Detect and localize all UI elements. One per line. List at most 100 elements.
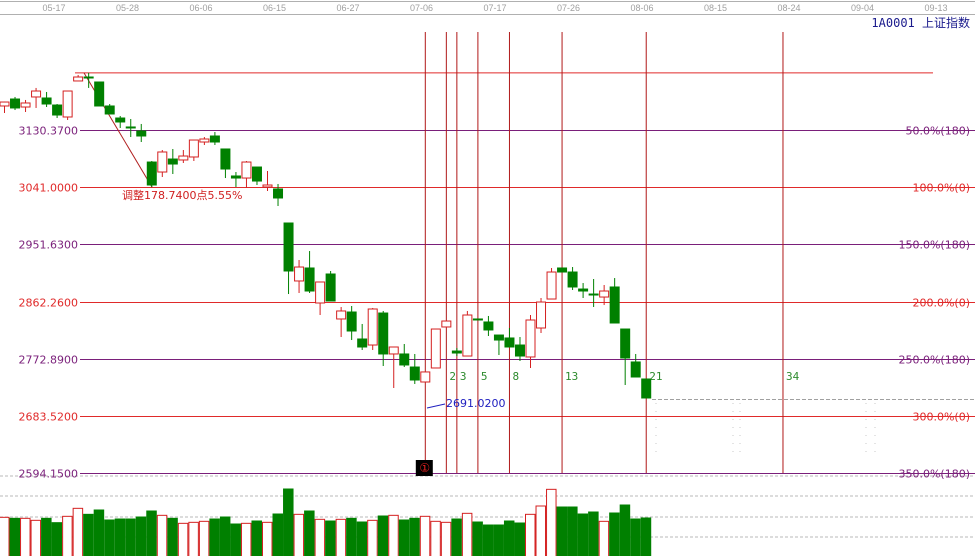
candle xyxy=(146,161,157,188)
candle xyxy=(188,139,199,162)
volume-bar xyxy=(409,517,420,556)
candle-body xyxy=(483,321,494,331)
candle-body xyxy=(514,344,525,357)
candle xyxy=(125,118,136,138)
time-zone-label: 5 xyxy=(481,370,488,383)
candle xyxy=(178,150,189,163)
x-tick-label: 06-06 xyxy=(189,3,212,13)
volume-bar xyxy=(9,517,21,556)
volume-bar xyxy=(198,520,210,556)
low-pointer-line xyxy=(426,403,446,409)
volume-bar xyxy=(125,518,136,556)
candle-body xyxy=(283,222,294,272)
x-tick-label: 06-27 xyxy=(336,3,359,13)
candle xyxy=(378,310,389,367)
fib-percent-label: 250.0%(180) xyxy=(898,354,970,367)
candle-body xyxy=(325,273,336,302)
candle-body xyxy=(241,161,252,179)
volume-bar xyxy=(388,514,399,556)
candle-body xyxy=(10,98,21,109)
candle xyxy=(472,318,483,321)
x-tick-label: 07-17 xyxy=(483,3,506,13)
volume-bar xyxy=(104,519,115,556)
volume-bar xyxy=(240,522,252,556)
volume-bar xyxy=(20,517,31,556)
volume-bar xyxy=(219,516,231,556)
volume-bar xyxy=(146,510,157,556)
candle-body xyxy=(157,151,168,173)
candle xyxy=(441,320,452,328)
candle-body xyxy=(294,266,305,282)
candle xyxy=(504,327,515,348)
candle xyxy=(567,267,578,290)
candle xyxy=(230,172,241,187)
candle xyxy=(31,87,42,108)
candle-body xyxy=(599,290,610,298)
candle-body xyxy=(136,130,147,137)
candle xyxy=(115,115,126,128)
candle-body xyxy=(31,90,42,98)
candle-body xyxy=(20,102,31,108)
volume-bar xyxy=(156,514,168,556)
volume-bar xyxy=(430,520,441,556)
time-zone-label: 21 xyxy=(649,370,662,383)
candle xyxy=(462,310,473,357)
candle xyxy=(536,297,547,333)
low-price-label: 2691.0200 xyxy=(446,397,506,410)
fib-percent-label: 350.0%(180) xyxy=(898,468,970,481)
candle-body xyxy=(525,319,536,358)
candle-body xyxy=(409,366,420,381)
volume-bar xyxy=(367,519,378,556)
fib-percent-label: 200.0%(0) xyxy=(912,297,970,310)
candle xyxy=(283,222,294,295)
candle-body xyxy=(41,97,52,105)
candle-body xyxy=(430,328,441,369)
time-zone-label: 8 xyxy=(512,370,519,383)
candle xyxy=(451,348,462,357)
volume-bar xyxy=(135,516,147,556)
volume-bar xyxy=(535,505,547,556)
candle xyxy=(315,281,326,316)
time-zone-marker: ① xyxy=(419,461,430,475)
candle-body xyxy=(94,81,105,107)
candle xyxy=(104,104,115,115)
candle xyxy=(578,283,589,298)
time-zone-marker-box xyxy=(415,460,433,476)
candle xyxy=(325,270,336,302)
candle-body xyxy=(378,312,389,355)
candle xyxy=(609,278,620,324)
volume-bar xyxy=(230,523,241,556)
x-tick-label: 09-04 xyxy=(851,3,874,13)
candle xyxy=(630,353,641,378)
volume-bar xyxy=(262,521,273,556)
volume-bar xyxy=(598,520,610,556)
time-zone-label: 2 xyxy=(449,370,456,383)
volume-bar xyxy=(0,516,10,556)
candle-body xyxy=(441,320,452,328)
volume-bar xyxy=(546,488,557,556)
candle xyxy=(251,166,262,186)
candle xyxy=(346,305,357,341)
volume-bar xyxy=(30,519,42,556)
volume-bar xyxy=(472,521,483,556)
candle-body xyxy=(504,337,515,348)
candle-body xyxy=(115,117,126,123)
volume-bar xyxy=(419,515,431,556)
volume-bar xyxy=(62,515,73,556)
candle xyxy=(599,285,610,306)
candle-body xyxy=(125,126,136,129)
candle xyxy=(0,101,10,114)
candle-body xyxy=(73,76,84,82)
candle xyxy=(388,346,399,389)
volume-bar xyxy=(272,513,284,556)
candle-body xyxy=(336,310,347,320)
volume-bar xyxy=(93,509,105,556)
candle-body xyxy=(199,138,210,143)
candle xyxy=(525,315,536,368)
candle xyxy=(199,137,210,146)
candle xyxy=(641,378,652,399)
x-tick-label: 08-06 xyxy=(630,3,653,13)
candle-body xyxy=(546,271,557,300)
candle-body xyxy=(641,378,652,399)
